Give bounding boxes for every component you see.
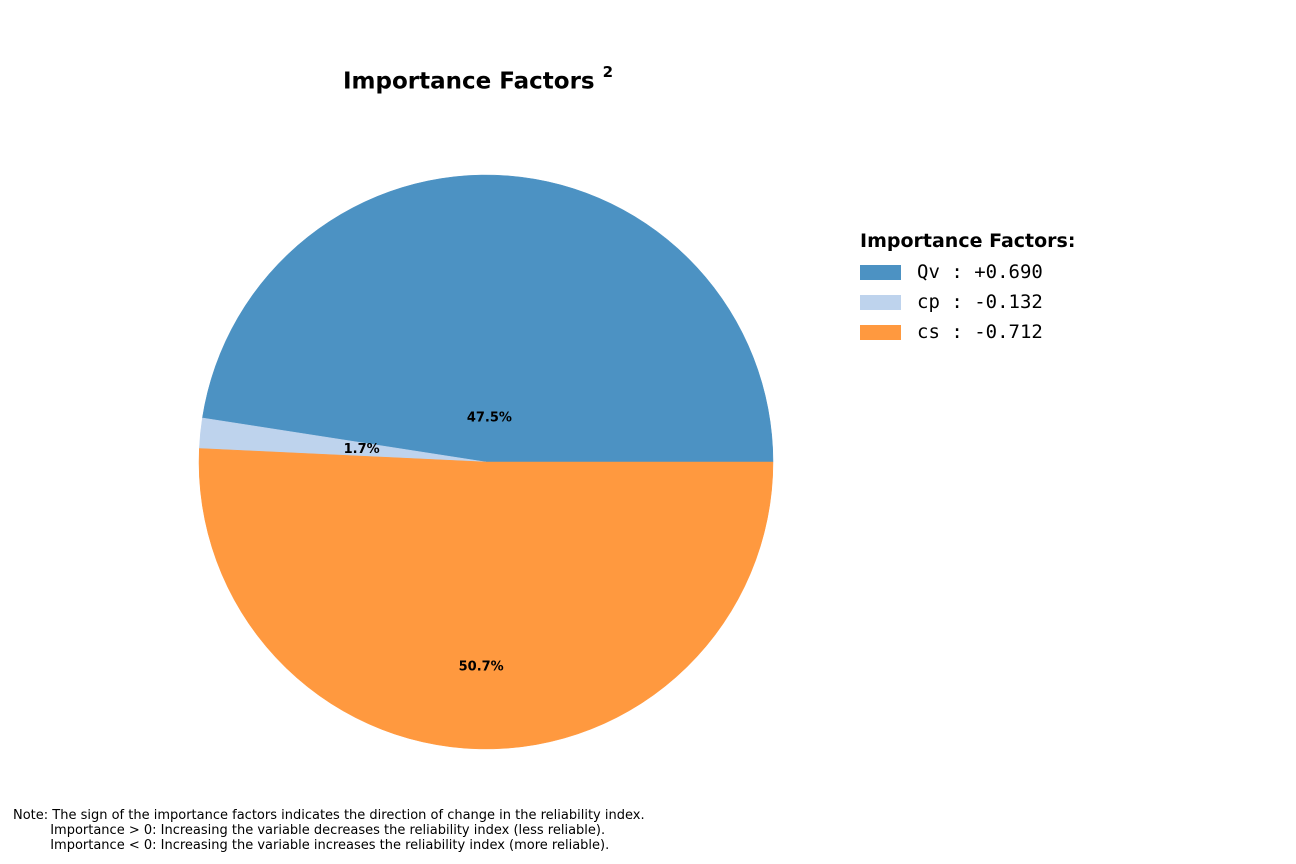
chart-title-text: Importance Factors <box>343 68 595 95</box>
legend-swatch <box>860 294 901 310</box>
legend-title: Importance Factors: <box>860 230 1076 252</box>
legend-label: cp : -0.132 <box>917 291 1043 313</box>
title-superscript: 2 <box>602 63 614 81</box>
legend-item-qv: Qv : +0.690 <box>860 257 1075 287</box>
footnote: Note: The sign of the importance factors… <box>13 808 645 853</box>
pie-slice-qv <box>202 174 774 463</box>
note-line: Note: The sign of the importance factors… <box>13 808 645 823</box>
pie-slice-cs <box>198 448 774 750</box>
legend-item-cp: cp : -0.132 <box>860 287 1075 317</box>
chart-title: Importance Factors 2 <box>343 63 614 95</box>
slice-label-cs: 50.7% <box>459 659 504 674</box>
legend-label: Qv : +0.690 <box>917 261 1043 283</box>
note-line: Importance < 0: Increasing the variable … <box>13 838 610 853</box>
slice-label-qv: 47.5% <box>467 411 512 426</box>
legend-item-cs: cs : -0.712 <box>860 317 1075 347</box>
note-line: Importance > 0: Increasing the variable … <box>13 823 606 838</box>
slice-label-cp: 1.7% <box>344 442 380 457</box>
legend-label: cs : -0.712 <box>917 321 1043 343</box>
legend-swatch <box>860 264 901 280</box>
legend: Importance Factors: Qv : +0.690 cp : -0.… <box>860 230 1075 347</box>
legend-swatch <box>860 324 901 340</box>
